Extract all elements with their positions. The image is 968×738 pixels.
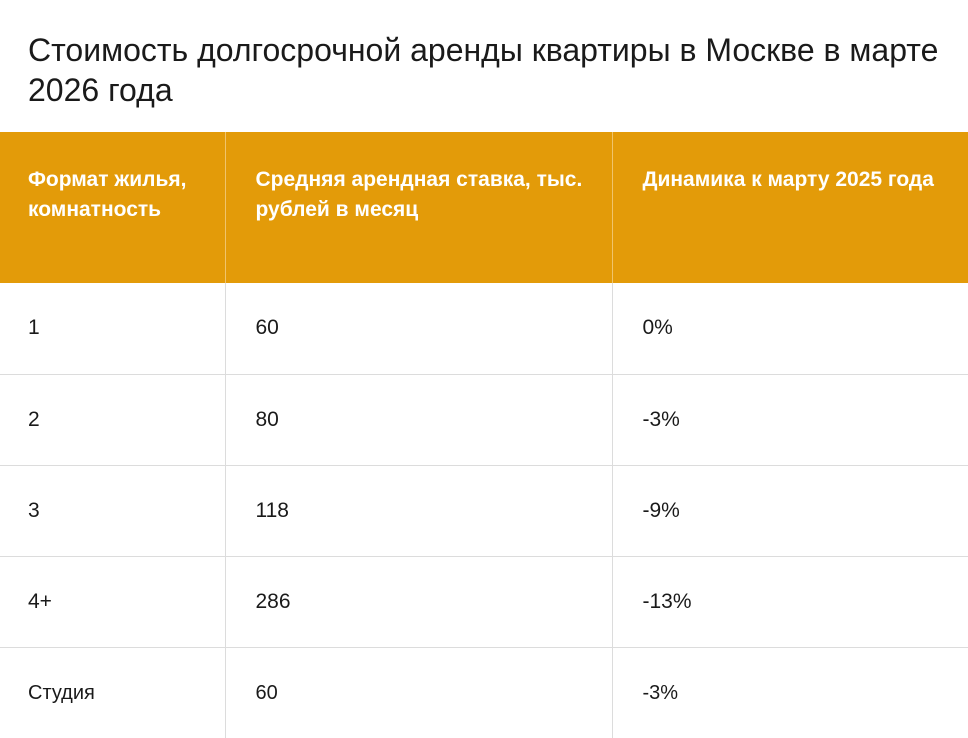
table-row: 2 80 -3% bbox=[0, 374, 968, 466]
cell-change: 0% bbox=[612, 283, 968, 375]
column-header-change: Динамика к марту 2025 года bbox=[612, 132, 968, 283]
cell-rate: 118 bbox=[225, 465, 613, 557]
table-body: 1 60 0% 2 80 -3% 3 118 -9% 4+ 286 -13% С… bbox=[0, 283, 968, 738]
cell-change: -3% bbox=[642, 681, 679, 704]
cell-format: Студия bbox=[0, 647, 226, 738]
cell-format: 1 bbox=[0, 283, 226, 375]
page-title: Стоимость долгосрочной аренды квартиры в… bbox=[28, 32, 939, 108]
table-header: Формат жилья, комнатность Средняя арендн… bbox=[0, 132, 968, 283]
table-row: 3 118 -9% bbox=[0, 465, 968, 557]
cell-rate: 80 bbox=[225, 374, 613, 466]
table-row: Студия 60 -3% bbox=[0, 647, 968, 738]
table-row: 1 60 0% bbox=[0, 283, 968, 375]
column-header-format: Формат жилья, комнатность bbox=[0, 132, 226, 283]
header-row: Формат жилья, комнатность Средняя арендн… bbox=[0, 132, 968, 283]
cell-rate: 60 bbox=[225, 283, 613, 375]
cell-change: -13% bbox=[612, 556, 968, 648]
cell-change: -3% bbox=[612, 374, 968, 466]
rent-table: Формат жилья, комнатность Средняя арендн… bbox=[0, 132, 968, 738]
cell-format: 4+ bbox=[0, 556, 226, 648]
cell-format: 3 bbox=[0, 465, 226, 557]
cell-rate: 286 bbox=[225, 556, 613, 648]
cell-change: -9% bbox=[612, 465, 968, 557]
table-row: 4+ 286 -13% bbox=[0, 556, 968, 648]
column-header-rate: Средняя арендная ставка, тыс. рублей в м… bbox=[225, 132, 613, 283]
cell-format: 2 bbox=[0, 374, 226, 466]
cell-rate: 60 bbox=[225, 647, 613, 738]
